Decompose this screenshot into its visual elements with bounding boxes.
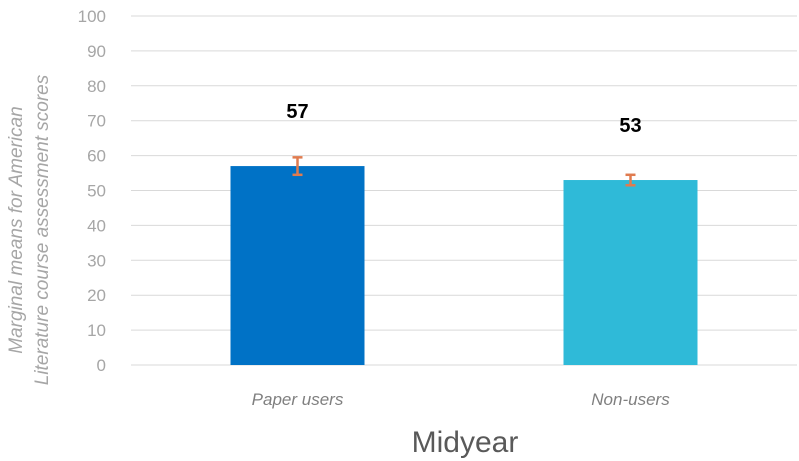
category-label: Non-users xyxy=(591,390,670,409)
y-tick-label: 50 xyxy=(87,182,106,201)
y-tick-label: 0 xyxy=(97,356,106,375)
bars xyxy=(230,166,698,365)
y-tick-label: 90 xyxy=(87,42,106,61)
y-tick-label: 20 xyxy=(87,286,106,305)
y-axis-label-line-1: Marginal means for American xyxy=(6,106,27,353)
error-bar xyxy=(292,156,303,177)
y-tick-label: 40 xyxy=(87,216,106,235)
x-axis-label: Midyear xyxy=(412,426,519,459)
y-tick-label: 100 xyxy=(78,7,106,26)
bar-non-users xyxy=(563,180,698,365)
data-label: 57 xyxy=(286,101,308,123)
category-labels: Paper users Non-users xyxy=(252,390,671,409)
y-tick-label: 80 xyxy=(87,77,106,96)
data-label: 53 xyxy=(619,115,641,137)
category-label: Paper users xyxy=(252,390,344,409)
error-bars xyxy=(292,156,636,187)
error-bar xyxy=(625,173,636,187)
y-axis-label-line-2: Literature course assessment scores xyxy=(32,74,53,385)
data-labels: 57 53 xyxy=(286,101,641,137)
y-tick-label: 10 xyxy=(87,321,106,340)
y-tick-label: 70 xyxy=(87,112,106,131)
bar-paper-users xyxy=(230,166,365,365)
y-tick-label: 30 xyxy=(87,251,106,270)
y-axis-ticks: 0 10 20 30 40 50 60 70 80 90 100 xyxy=(78,7,106,375)
y-tick-label: 60 xyxy=(87,147,106,166)
